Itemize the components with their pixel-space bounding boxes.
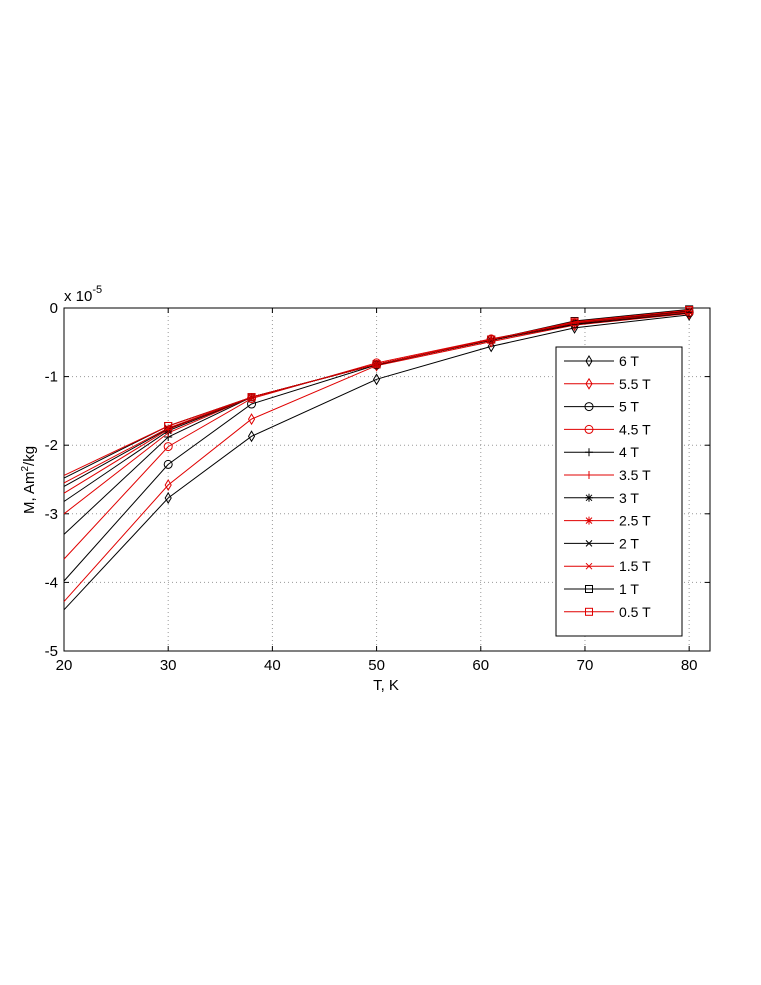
x-tick-label: 20 <box>56 657 73 674</box>
diamond-marker <box>247 430 256 443</box>
legend-entry: 0.5 T <box>564 604 651 620</box>
plus-marker <box>585 471 593 479</box>
legend-entry: 2 T <box>564 535 639 551</box>
x-axis-label: T, K <box>373 677 399 694</box>
circle-marker <box>584 424 594 434</box>
legend-entry: 4 T <box>564 444 639 460</box>
x-tick-label: 60 <box>472 657 489 674</box>
legend-label: 3 T <box>619 490 639 506</box>
diamond-marker <box>487 340 495 353</box>
x-tick-label: 30 <box>160 657 177 674</box>
legend-label: 2.5 T <box>619 513 651 529</box>
legend-label: 1.5 T <box>619 558 651 574</box>
axis-ticks: 20 30 40 50 60 70 80 0 -1 -2 -3 -4 -5 <box>45 300 710 674</box>
y-tick-label: -4 <box>45 574 58 591</box>
y-multiplier-base: x 10 <box>64 288 92 305</box>
square-marker <box>487 335 496 344</box>
legend-entry: 3 T <box>564 490 639 506</box>
legend-label: 2 T <box>619 535 639 551</box>
y-multiplier: x 10-5 <box>64 284 102 305</box>
y-tick-label: -3 <box>45 506 58 523</box>
x-marker <box>585 540 593 547</box>
series-line <box>63 309 690 476</box>
plus-marker <box>585 448 593 457</box>
legend-entry: 5 T <box>564 399 639 415</box>
y-tick-label: -2 <box>45 437 58 454</box>
y-multiplier-exponent: -5 <box>92 284 102 296</box>
square-marker <box>585 585 593 593</box>
legend-label: 5 T <box>619 399 639 415</box>
legend-label: 0.5 T <box>619 604 651 620</box>
y-axis-label-tail: /kg <box>21 446 38 466</box>
x-tick-label: 50 <box>368 657 385 674</box>
asterisk-marker <box>585 516 593 525</box>
square-marker <box>247 393 256 402</box>
legend-entry: 5.5 T <box>564 376 651 392</box>
diamond-marker <box>164 492 172 504</box>
y-axis-label-main: M, Am <box>21 472 38 515</box>
legend: 6 T 5.5 T 5 T 4.5 T 4 T 3.5 T 3 T 2.5 T 2 T 1.5 T… <box>555 346 683 637</box>
y-tick-label: 0 <box>50 300 58 317</box>
series <box>63 306 694 476</box>
plot-area-frame <box>63 307 711 652</box>
diamond-marker <box>247 413 256 426</box>
square-marker <box>585 607 593 616</box>
legend-entry: 6 T <box>564 353 639 369</box>
legend-entry: 1.5 T <box>564 558 651 574</box>
legend-label: 5.5 T <box>619 376 651 392</box>
legend-entry: 1 T <box>564 581 639 597</box>
circle-marker <box>163 459 173 469</box>
legend-entries: 6 T 5.5 T 5 T 4.5 T 4 T 3.5 T 3 T 2.5 T 2 T 1.5 T… <box>564 353 651 620</box>
legend-entry: 3.5 T <box>564 467 651 483</box>
asterisk-marker <box>585 493 593 502</box>
x-marker <box>164 424 172 432</box>
legend-label: 6 T <box>619 353 639 369</box>
y-axis-label-superscript: 2 <box>20 466 31 472</box>
diamond-marker <box>372 373 381 386</box>
square-marker <box>685 306 694 315</box>
legend-label: 4 T <box>619 444 639 460</box>
x-tick-label: 70 <box>577 657 594 674</box>
y-axis-label: M, Am2/kg <box>20 446 38 514</box>
diamond-marker <box>164 479 172 491</box>
x-marker <box>585 562 593 570</box>
circle-marker <box>163 442 173 452</box>
square-marker <box>372 360 381 369</box>
legend-entry: 4.5 T <box>564 421 651 437</box>
circle-marker <box>584 402 594 412</box>
diamond-marker <box>585 355 593 367</box>
legend-label: 4.5 T <box>619 421 651 437</box>
diamond-marker <box>585 377 593 390</box>
x-tick-label: 40 <box>264 657 281 674</box>
square-marker <box>570 317 579 326</box>
legend-label: 3.5 T <box>619 467 651 483</box>
square-marker <box>164 421 173 430</box>
series-lines <box>63 305 694 611</box>
legend-box <box>555 346 683 637</box>
y-tick-label: -5 <box>45 643 58 660</box>
y-tick-label: -1 <box>45 369 58 386</box>
legend-entry: 2.5 T <box>564 513 651 529</box>
legend-label: 1 T <box>619 581 639 597</box>
x-tick-label: 80 <box>681 657 698 674</box>
